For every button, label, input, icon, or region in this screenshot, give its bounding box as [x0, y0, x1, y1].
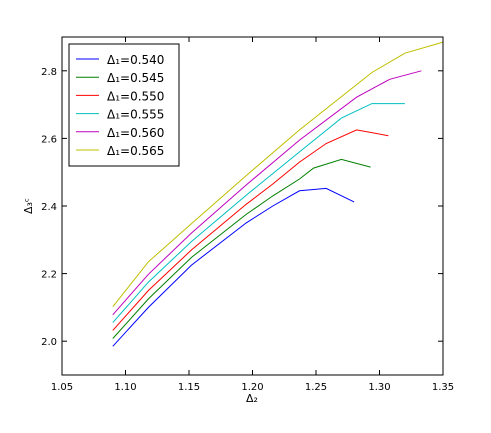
legend-label: Δ₁=0.565: [107, 144, 164, 158]
y-tick-label: 2.2: [41, 270, 57, 281]
series-line-1: [112, 187, 355, 347]
legend-label: Δ₁=0.545: [107, 71, 164, 85]
legend-label: Δ₁=0.555: [107, 108, 164, 122]
y-tick-label: 2.8: [41, 67, 57, 78]
x-tick-label: 1.35: [432, 382, 454, 393]
y-tick-label: 2.0: [41, 337, 57, 348]
series-line-2: [112, 158, 371, 339]
x-tick-label: 1.10: [114, 382, 136, 393]
y-tick-label: 2.4: [41, 202, 57, 213]
plot-frame: [61, 36, 444, 376]
series-line-5: [112, 70, 422, 316]
series-layer: [112, 41, 444, 347]
legend-box: [68, 43, 180, 167]
legend-entries: Δ₁=0.540 Δ₁=0.545 Δ₁=0.550 Δ₁=0.555 Δ₁=0.560…: [76, 53, 164, 158]
x-tick-label: 1.30: [368, 382, 390, 393]
x-tick-label: 1.25: [305, 382, 327, 393]
series-line-6: [112, 41, 444, 308]
legend-label: Δ₁=0.540: [107, 53, 164, 67]
legend-label: Δ₁=0.560: [107, 126, 164, 140]
legend-label: Δ₁=0.550: [107, 89, 164, 103]
legend: Δ₁=0.540 Δ₁=0.545 Δ₁=0.550 Δ₁=0.555 Δ₁=0.560…: [68, 43, 180, 167]
y-tick-label: 2.6: [41, 134, 57, 145]
series-line-4: [112, 103, 405, 323]
x-axis-label: Δ₂: [246, 392, 258, 405]
series-line-3: [112, 129, 389, 331]
y-axis-label: Δ₃ᶜ: [22, 198, 35, 214]
x-tick-label: 1.05: [51, 382, 73, 393]
x-tick-label: 1.20: [241, 382, 263, 393]
ticks-layer: 1.05 1.10 1.15 1.20 1.25 1.30 1.35 2.0 2.2 2.4 2.6…: [41, 37, 454, 393]
x-tick-label: 1.15: [178, 382, 200, 393]
